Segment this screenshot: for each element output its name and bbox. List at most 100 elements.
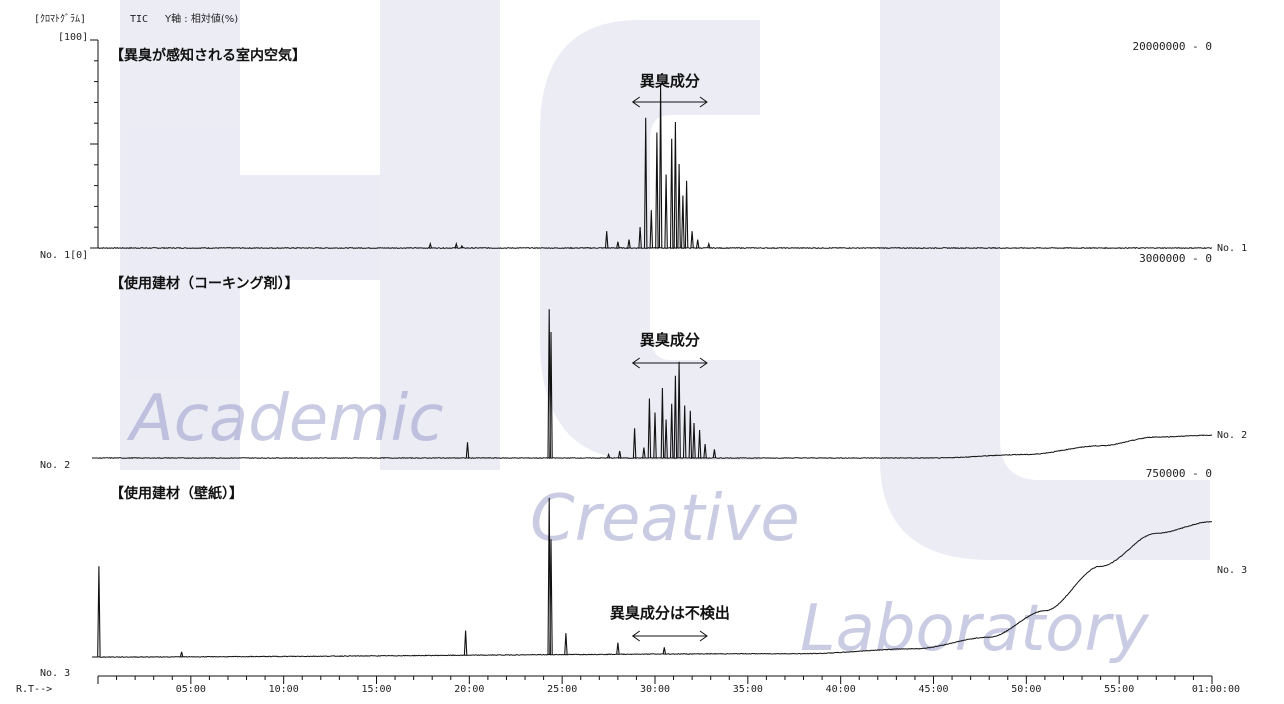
yaxis-desc: Y軸 : 相対値(%): [164, 12, 238, 25]
peak-2-9: [660, 387, 665, 459]
x-tick-label: 01:00:00: [1192, 684, 1240, 695]
left-label-3: No. 3: [40, 668, 70, 679]
panel-title-2: 【使用建材（コーキング剤）】: [110, 275, 299, 292]
panel-3: 【使用建材（壁紙）】 750000 - 0 No. 3 No. 3 異臭成分は不検出: [40, 467, 1247, 679]
peak-1-8: [649, 210, 654, 249]
chromatogram-label: [ｸﾛﾏﾄｸﾞﾗﾑ]: [34, 13, 86, 25]
peak-2-15: [688, 410, 693, 459]
peak-2-5: [632, 428, 637, 459]
peak-1-16: [684, 180, 689, 249]
watermark-academic: Academic: [126, 382, 444, 456]
peak-1-18: [695, 239, 700, 249]
panel-2: 【使用建材（コーキング剤）】 3000000 - 0 No. 2 No. 2 異臭成分: [40, 252, 1247, 471]
peak-1-19: [707, 241, 711, 249]
peak-3-6: [616, 642, 620, 655]
peak-1-1: [454, 241, 459, 249]
peak-1-5: [627, 239, 631, 249]
peak-1-6: [638, 226, 642, 249]
peak-2-7: [647, 398, 652, 459]
peak-2-14: [682, 405, 687, 459]
trace-2: [97, 434, 1213, 459]
peak-2-12: [673, 375, 678, 459]
arrowhead-left-1: [631, 96, 641, 108]
peak-1-15: [681, 195, 685, 249]
peak-2-11: [669, 403, 674, 459]
peak-1-0: [428, 241, 433, 249]
x-tick-label: 50:00: [1011, 684, 1041, 695]
peak-2-19: [712, 449, 717, 459]
peak-2-17: [697, 429, 702, 459]
x-axis-prefix: R.T-->: [16, 684, 52, 695]
peak-1-17: [690, 231, 694, 249]
right-label-1: No. 1: [1217, 243, 1247, 254]
peak-3-5: [564, 633, 568, 655]
peak-1-10: [658, 84, 663, 249]
chromatogram-panels: 【異臭が感知される室内空気】 20000000 - 0 No. 1[0] No. 1 異…: [40, 39, 1247, 679]
annotation-text-3: 異臭成分は不検出: [610, 604, 730, 622]
arrowhead-right-2: [699, 357, 708, 369]
arrowhead-right-1: [699, 96, 708, 108]
peak-3-7: [662, 647, 667, 655]
watermark-h-right-stem: [380, 0, 500, 470]
arrowhead-left-2: [631, 357, 641, 369]
left-label-2: No. 2: [40, 460, 70, 471]
peak-2-4: [617, 450, 622, 459]
peak-2-3: [606, 452, 611, 459]
x-tick-label: 45:00: [918, 684, 948, 695]
peak-2-16: [692, 422, 696, 459]
arrowhead-right-3: [699, 630, 708, 642]
x-axis: R.T--> 05:00 10:00 15:00 20:00 25:00 30:00 35:0…: [16, 675, 1240, 695]
peak-2-6: [642, 447, 646, 459]
peak-1-7: [643, 117, 648, 249]
panel-title-1: 【異臭が感知される室内空気】: [110, 47, 306, 64]
peak-1-11: [664, 174, 668, 249]
trace-1: [97, 246, 1213, 250]
peak-3-4: [549, 539, 553, 655]
arrowhead-left-3: [631, 630, 641, 642]
right-label-3: No. 3: [1217, 565, 1247, 576]
peak-2-18: [703, 443, 707, 459]
x-tick-label: 40:00: [826, 684, 856, 695]
peak-1-3: [604, 231, 609, 249]
peak-3-0: [97, 566, 101, 658]
x-tick-label: 20:00: [454, 684, 484, 695]
trace-3: [97, 521, 1213, 658]
annotation-text-1: 異臭成分: [640, 72, 700, 90]
peak-2-10: [664, 419, 668, 459]
peak-1-14: [677, 163, 681, 249]
watermark-h-left-stem: [120, 0, 240, 470]
peak-3-1: [179, 651, 184, 658]
x-tick-label: 30:00: [640, 684, 670, 695]
watermark-l-shape: [880, 0, 1210, 560]
scale-label-3: 750000 - 0: [1146, 467, 1212, 480]
peak-1-12: [669, 138, 674, 249]
x-tick-label: 35:00: [733, 684, 763, 695]
watermark-laboratory: Laboratory: [800, 592, 1150, 666]
x-tick-label: 10:00: [269, 684, 299, 695]
watermark-h-crossbar: [240, 175, 380, 280]
scale-label-2: 3000000 - 0: [1139, 252, 1212, 265]
panel-1: 【異臭が感知される室内空気】 20000000 - 0 No. 1[0] No. 1 異…: [40, 39, 1247, 261]
x-tick-label: 05:00: [176, 684, 206, 695]
x-tick-label: 25:00: [547, 684, 577, 695]
peak-2-13: [677, 361, 681, 459]
annotation-text-2: 異臭成分: [640, 331, 700, 349]
peak-1-13: [673, 121, 678, 249]
x-tick-label: 55:00: [1104, 684, 1134, 695]
peak-2-8: [653, 412, 657, 459]
panel-title-3: 【使用建材（壁紙）】: [110, 485, 243, 502]
peak-1-4: [616, 241, 620, 249]
peak-2-2: [549, 331, 553, 459]
x-tick-label: 15:00: [361, 684, 391, 695]
peak-1-2: [460, 244, 464, 249]
watermark-creative: Creative: [530, 482, 800, 556]
left-label-1: No. 1[0]: [40, 250, 88, 261]
scale-label-1: 20000000 - 0: [1133, 40, 1212, 53]
peak-1-9: [655, 132, 659, 249]
y-top-label: [100]: [58, 32, 88, 43]
peak-3-2: [463, 630, 468, 656]
watermark-text: Academic Creative Laboratory: [126, 382, 1150, 666]
right-label-2: No. 2: [1217, 430, 1247, 441]
tic-label: TIC: [130, 14, 148, 25]
